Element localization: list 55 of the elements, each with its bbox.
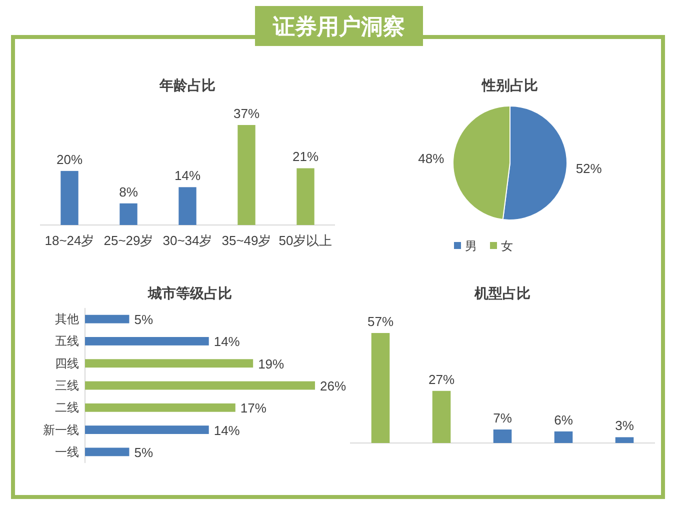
legend-label: 女 xyxy=(501,239,513,253)
bar xyxy=(60,170,78,225)
bar xyxy=(85,448,130,456)
chart-title: 年龄占比 xyxy=(158,77,216,93)
data-label: 14% xyxy=(174,168,201,184)
y-tick-label: 一线 xyxy=(55,444,79,459)
data-label: 19% xyxy=(258,356,285,372)
bar xyxy=(554,431,573,443)
data-label: 21% xyxy=(292,149,319,164)
chart-title: 城市等级占比 xyxy=(147,285,232,301)
chart-title: 机型占比 xyxy=(474,285,530,301)
x-tick-label: 25~29岁 xyxy=(104,233,154,248)
bar xyxy=(296,168,314,225)
data-label: 20% xyxy=(56,152,83,167)
data-label: 17% xyxy=(240,400,267,416)
y-tick-label: 五线 xyxy=(55,334,79,348)
data-label: 5% xyxy=(134,312,154,328)
x-tick-label: 30~34岁 xyxy=(162,233,212,248)
legend-label: 男 xyxy=(465,239,477,253)
x-tick-label: 18~24岁 xyxy=(44,233,94,248)
chart-title: 性别占比 xyxy=(481,77,538,93)
data-label: 7% xyxy=(493,410,512,426)
x-tick-label: 35~49岁 xyxy=(222,233,272,248)
data-label: 48% xyxy=(418,151,445,166)
bar xyxy=(432,390,451,443)
data-label: 5% xyxy=(134,444,154,460)
bar xyxy=(85,337,209,346)
data-label: 57% xyxy=(367,314,394,329)
bar xyxy=(238,125,256,225)
y-tick-label: 四线 xyxy=(55,356,79,370)
data-label: 8% xyxy=(119,184,138,200)
y-tick-label: 二线 xyxy=(55,400,79,415)
bar xyxy=(85,359,254,368)
text: 证券用户洞察 xyxy=(272,14,405,39)
bar xyxy=(85,426,209,434)
bar xyxy=(85,403,236,412)
data-label: 3% xyxy=(615,418,634,434)
bar xyxy=(85,381,315,390)
bar xyxy=(493,429,512,443)
bar xyxy=(85,314,130,324)
data-label: 27% xyxy=(428,372,455,387)
bar xyxy=(120,203,138,225)
data-label: 52% xyxy=(576,160,602,176)
x-tick-label: 50岁以上 xyxy=(278,233,332,248)
bar xyxy=(371,333,390,443)
bar xyxy=(178,187,196,225)
data-label: 6% xyxy=(554,412,574,428)
y-tick-label: 其他 xyxy=(55,312,79,326)
data-label: 37% xyxy=(233,106,260,121)
data-label: 14% xyxy=(214,422,240,438)
y-tick-label: 新一线 xyxy=(43,422,79,437)
y-tick-label: 三线 xyxy=(55,378,79,392)
bar xyxy=(615,437,634,443)
data-label: 26% xyxy=(320,378,346,394)
data-label: 14% xyxy=(214,334,240,350)
